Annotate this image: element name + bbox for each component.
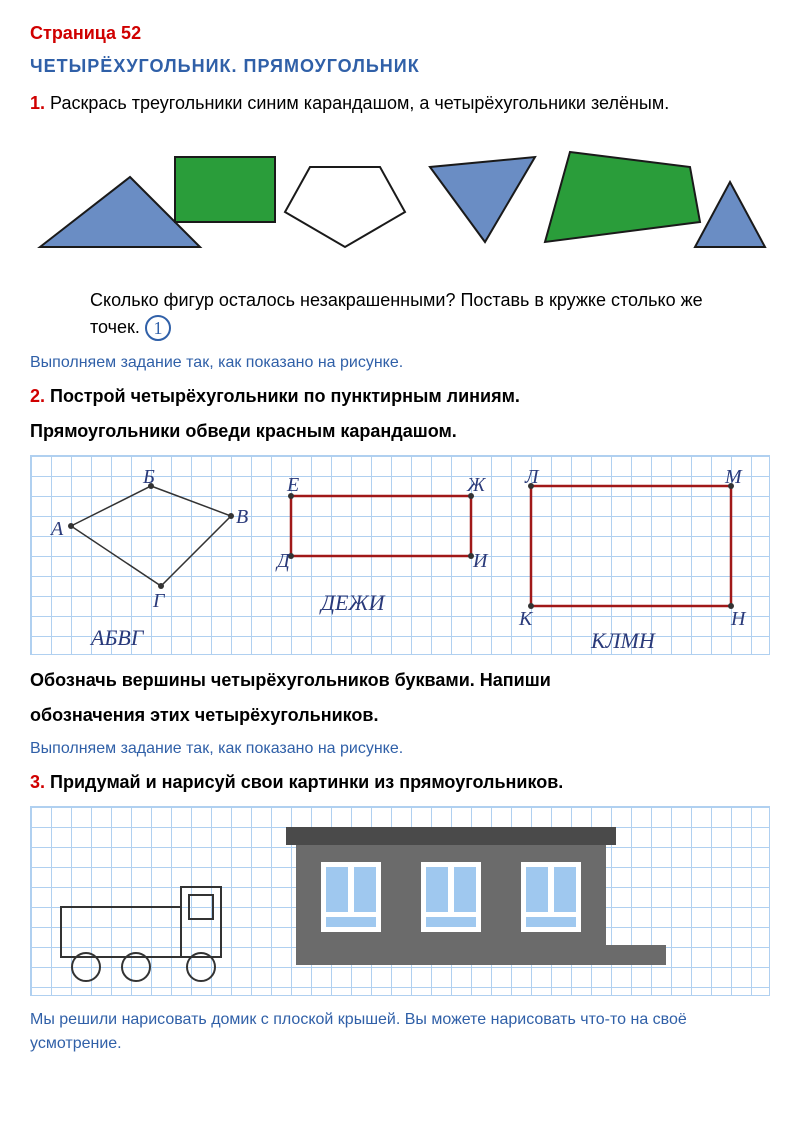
task3-text: 3. Придумай и нарисуй свои картинки из п… xyxy=(30,769,770,796)
name-abvg: АБВГ xyxy=(91,621,143,654)
label-v: В xyxy=(236,502,248,532)
task1-num: 1. xyxy=(30,93,45,113)
label-n: Н xyxy=(731,604,745,634)
task2-body1: Построй четырёхугольники по пунктирным л… xyxy=(50,386,520,406)
label-i: И xyxy=(473,546,487,576)
label-a: А xyxy=(51,514,63,544)
label-l: Л xyxy=(525,462,539,492)
label-j: Ж xyxy=(467,470,485,500)
label-k: К xyxy=(519,604,532,634)
task1-circle: 1 xyxy=(145,315,171,341)
page-title: ЧЕТЫРЁХУГОЛЬНИК. ПРЯМОУГОЛЬНИК xyxy=(30,53,770,80)
grid-figure: А Б В Г АБВГ Е Ж Д И ДЕЖИ Л М К Н КЛМН xyxy=(30,455,770,655)
task1-body: Раскрась треугольники синим карандашом, … xyxy=(50,93,669,113)
task1-question: Сколько фигур осталось незакрашенными? П… xyxy=(90,287,740,341)
label-e: Е xyxy=(287,470,299,500)
label-g: Г xyxy=(153,586,164,616)
name-klmn: КЛМН xyxy=(591,624,655,657)
label-d: Д xyxy=(277,546,290,576)
task2-after2: обозначения этих четырёхугольников. xyxy=(30,702,770,729)
shapes-svg xyxy=(30,127,770,277)
task2-line1: 2. Построй четырёхугольники по пунктирны… xyxy=(30,383,770,410)
task3-body: Придумай и нарисуй свои картинки из прям… xyxy=(50,772,563,792)
task1-hint: Выполняем задание так, как показано на р… xyxy=(30,351,770,375)
label-m: М xyxy=(725,462,742,492)
house-svg xyxy=(31,807,771,997)
task2-after1: Обозначь вершины четырёхугольников буква… xyxy=(30,667,770,694)
task3-num: 3. xyxy=(30,772,45,792)
task2-hint: Выполняем задание так, как показано на р… xyxy=(30,737,770,761)
task1-question-text: Сколько фигур осталось незакрашенными? П… xyxy=(90,290,703,337)
page-number: Страница 52 xyxy=(30,20,770,47)
shapes-figure xyxy=(30,127,770,277)
label-b: Б xyxy=(143,462,155,492)
task1-text: 1. Раскрась треугольники синим карандашо… xyxy=(30,90,770,117)
task2-line2: Прямоугольники обведи красным карандашом… xyxy=(30,418,770,445)
name-deji: ДЕЖИ xyxy=(321,586,384,619)
house-figure xyxy=(30,806,770,996)
task3-note: Мы решили нарисовать домик с плоской кры… xyxy=(30,1008,770,1056)
task2-num: 2. xyxy=(30,386,45,406)
